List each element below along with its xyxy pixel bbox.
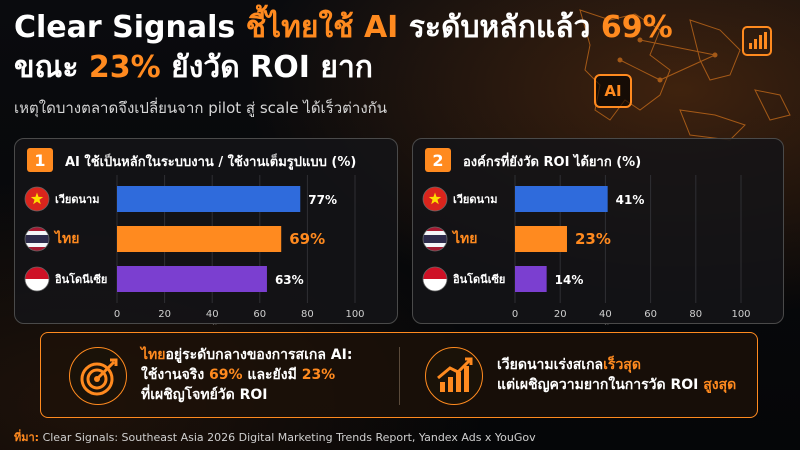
bar — [515, 266, 547, 292]
insight-box: ไทยอยู่ระดับกลางของการสเกล AI: ใช้งานจริ… — [40, 332, 758, 418]
insight-thailand: ไทยอยู่ระดับกลางของการสเกล AI: ใช้งานจริ… — [141, 345, 352, 405]
bar — [117, 186, 301, 212]
vietnam-flag-icon — [423, 187, 447, 211]
insight-text: 69% — [209, 367, 243, 383]
panel-number: 1 — [27, 148, 53, 172]
growth-chart-icon — [425, 347, 483, 405]
target-icon — [69, 347, 127, 405]
chart-panel-1: 1 AI ใช้เป็นหลักในระบบงาน / ใช้งานเต็มรู… — [14, 138, 398, 325]
chart-title: AI ใช้เป็นหลักในระบบงาน / ใช้งานเต็มรูปแ… — [65, 155, 357, 170]
indonesia-flag-icon — [423, 267, 447, 291]
insight-text: แต่เผชิญความยากในการวัด ROI — [497, 377, 704, 393]
divider — [399, 347, 400, 405]
source-label: ที่มา: — [14, 431, 40, 444]
value-label: 63% — [275, 273, 304, 287]
x-tick-label: 60 — [253, 309, 266, 320]
vietnam-flag-icon — [25, 187, 49, 211]
insight-text: 23% — [301, 367, 336, 383]
title-part: ขณะ — [14, 50, 89, 85]
title-part: ยังวัด ROI ยาก — [171, 50, 373, 85]
category-label: อินโดนีเซีย — [55, 272, 108, 286]
value-label: 41% — [616, 193, 645, 207]
source-note: ที่มา: Clear Signals: Southeast Asia 202… — [14, 428, 536, 446]
indonesia-flag-icon — [25, 267, 49, 291]
insight-text: สูงสุด — [703, 377, 737, 393]
source-text: Clear Signals: Southeast Asia 2026 Digit… — [39, 431, 536, 444]
thailand-flag-icon — [423, 227, 447, 251]
value-label: 23% — [575, 230, 611, 248]
x-tick-label: 40 — [599, 309, 612, 320]
insight-text: ใช้งานจริง — [141, 367, 210, 383]
x-tick-label: 20 — [554, 309, 567, 320]
value-label: 14% — [555, 273, 584, 287]
x-tick-label: 60 — [644, 309, 657, 320]
title-part: ชี้ไทยใช้ AI — [245, 10, 409, 45]
category-label: ไทย — [53, 229, 79, 247]
chart-icon — [742, 26, 772, 56]
category-label: เวียดนาม — [453, 193, 497, 206]
ai-chip-icon: AI — [594, 74, 632, 108]
insight-text: และยังมี — [242, 367, 302, 383]
bar — [515, 226, 567, 252]
title-part: Clear Signals — [14, 10, 246, 45]
x-tick-label: 0 — [512, 309, 518, 320]
x-tick-label: 80 — [689, 309, 702, 320]
bar-chart-1: 0 20 40 60 80 100 เวียดนาม 77% ไทย 69% อินโดนีเซีย… — [24, 175, 365, 325]
chart-panel-2: 2 องค์กรที่ยังวัด ROI ได้ยาก (%) 0 20 40 60… — [412, 138, 784, 325]
page-title: Clear Signals ชี้ไทยใช้ AI ระดับหลักแล้ว… — [14, 8, 673, 88]
x-tick-label: 80 — [301, 309, 314, 320]
insight-vietnam: เวียดนามเร่งสเกลเร็วสุด แต่เผชิญความยากใ… — [497, 355, 736, 395]
x-axis-label: (% ของผู้ตอบแบบสอบถาม) — [569, 324, 688, 325]
insight-text: ไทย — [141, 347, 166, 363]
thailand-flag-icon — [25, 227, 49, 251]
value-label: 69% — [289, 230, 325, 248]
insight-text: เร็วสุด — [603, 357, 641, 373]
category-label: เวียดนาม — [55, 193, 99, 206]
bar — [515, 186, 608, 212]
x-tick-label: 0 — [114, 309, 120, 320]
x-tick-label: 100 — [731, 309, 750, 320]
x-tick-label: 20 — [158, 309, 171, 320]
x-axis-label: (% ของผู้ตอบแบบสอบถาม) — [177, 324, 296, 325]
insight-text: เวียดนามเร่งสเกล — [497, 357, 604, 373]
bar — [117, 266, 267, 292]
value-label: 77% — [308, 193, 337, 207]
panel-number: 2 — [425, 148, 451, 172]
title-part: 23% — [88, 50, 172, 85]
title-part: ระดับหลักแล้ว — [408, 10, 601, 45]
insight-text: อยู่ระดับกลางของการสเกล AI: — [165, 347, 353, 363]
map-decoration — [579, 9, 791, 141]
subtitle: เหตุใดบางตลาดจึงเปลี่ยนจาก pilot สู่ sca… — [14, 99, 387, 117]
insight-text: ที่เผชิญโจทย์วัด ROI — [141, 387, 268, 403]
category-label: อินโดนีเซีย — [453, 272, 506, 286]
title-part: 69% — [600, 10, 673, 45]
bar — [117, 226, 282, 252]
x-tick-label: 40 — [206, 309, 219, 320]
chart-title: องค์กรที่ยังวัด ROI ได้ยาก (%) — [463, 155, 642, 170]
category-label: ไทย — [451, 229, 477, 247]
x-tick-label: 100 — [345, 309, 364, 320]
bar-chart-2: 0 20 40 60 80 100 เวียดนาม 41% ไทย 23% อินโดนีเซีย… — [422, 175, 751, 325]
